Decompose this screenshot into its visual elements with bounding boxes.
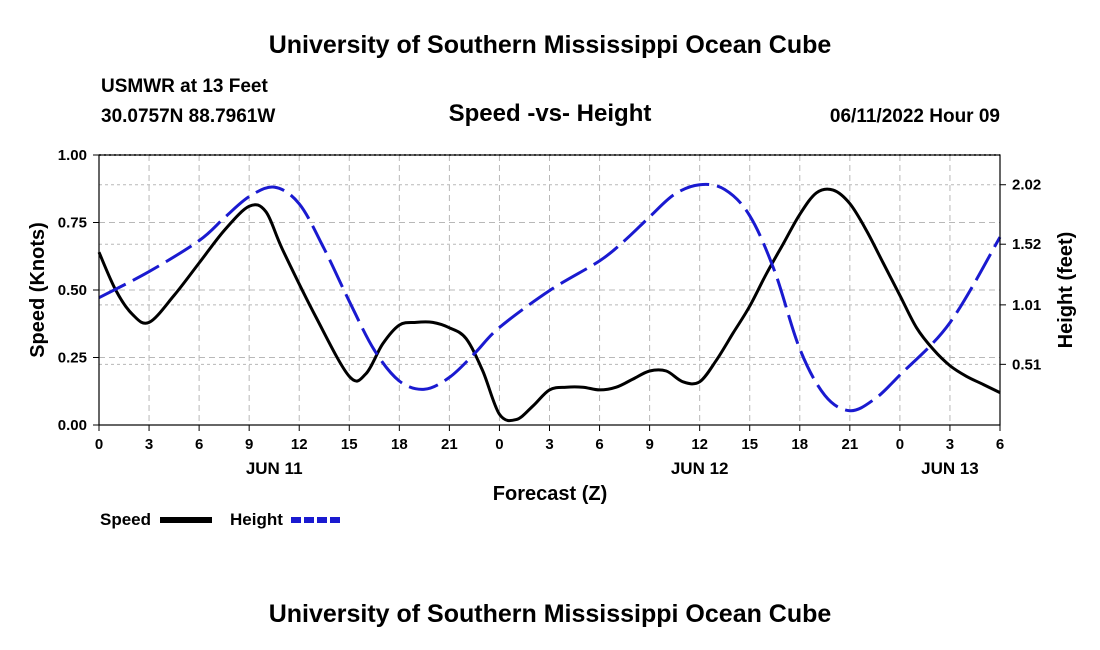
x-tick-label: 6 bbox=[195, 436, 203, 453]
y-tick-label: 0.00 bbox=[58, 417, 87, 434]
y2-tick-label: 1.52 bbox=[1012, 236, 1041, 253]
datetime-label: 06/11/2022 Hour 09 bbox=[829, 106, 1000, 127]
x-tick-label: 0 bbox=[95, 436, 103, 453]
y2-tick-label: 2.02 bbox=[1012, 177, 1041, 194]
footer-title: University of Southern Mississippi Ocean… bbox=[268, 600, 832, 628]
x-tick-label: 3 bbox=[545, 436, 553, 453]
y-tick-label: 0.50 bbox=[58, 282, 87, 299]
y2-axis-label: Height (feet) bbox=[1055, 232, 1077, 349]
tick-layer: 0 3 6 9 12 15 18 21 0 3 6 9 12 15 18 21 0 3 6 JUN 11 JUN 12 J… bbox=[58, 147, 1041, 478]
y2-tick-label: 0.51 bbox=[1012, 356, 1041, 373]
y2-tick-label: 1.01 bbox=[1012, 297, 1041, 314]
x-tick-label: 6 bbox=[595, 436, 603, 453]
x-tick-label: 9 bbox=[645, 436, 653, 453]
x-tick-label: 21 bbox=[441, 436, 458, 453]
y-tick-label: 1.00 bbox=[58, 147, 87, 164]
coordinates-label: 30.0757N 88.7961W bbox=[101, 106, 276, 127]
y-axis-label: Speed (Knots) bbox=[27, 222, 49, 358]
x-tick-label: 0 bbox=[896, 436, 904, 453]
x-tick-label: 12 bbox=[691, 436, 708, 453]
day-label: JUN 12 bbox=[671, 459, 729, 478]
x-axis-label: Forecast (Z) bbox=[493, 483, 607, 505]
station-label: USMWR at 13 Feet bbox=[101, 76, 268, 97]
x-tick-label: 9 bbox=[245, 436, 253, 453]
page-title: University of Southern Mississippi Ocean… bbox=[268, 31, 832, 59]
x-tick-label: 18 bbox=[791, 436, 808, 453]
x-tick-label: 6 bbox=[996, 436, 1004, 453]
x-tick-label: 15 bbox=[741, 436, 758, 453]
series-layer bbox=[97, 182, 1002, 423]
y-tick-label: 0.75 bbox=[58, 215, 87, 232]
x-tick-label: 15 bbox=[341, 436, 358, 453]
y-tick-label: 0.25 bbox=[58, 350, 87, 367]
day-label: JUN 13 bbox=[921, 459, 979, 478]
x-tick-label: 0 bbox=[495, 436, 503, 453]
x-tick-label: 18 bbox=[391, 436, 408, 453]
series-line-speed bbox=[97, 187, 1001, 423]
legend-label-height: Height bbox=[230, 510, 283, 529]
legend-label-speed: Speed bbox=[100, 510, 151, 529]
chart-subtitle: Speed -vs- Height bbox=[448, 100, 652, 127]
x-tick-label: 3 bbox=[946, 436, 954, 453]
x-tick-label: 21 bbox=[841, 436, 858, 453]
series-line-height bbox=[98, 182, 1002, 413]
legend: Speed Height bbox=[100, 510, 343, 529]
x-tick-label: 12 bbox=[291, 436, 308, 453]
day-label: JUN 11 bbox=[246, 459, 303, 478]
x-tick-label: 3 bbox=[145, 436, 153, 453]
